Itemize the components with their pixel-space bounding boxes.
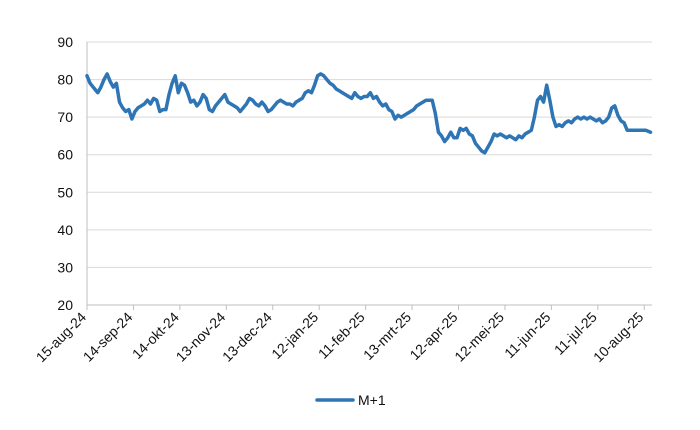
x-tick-label: 13-mrt-25 bbox=[360, 309, 414, 363]
y-tick-label: 70 bbox=[57, 109, 73, 125]
y-tick-label: 60 bbox=[57, 147, 73, 163]
y-tick-label: 80 bbox=[57, 72, 73, 88]
x-tick-label: 13-nov-24 bbox=[173, 309, 229, 365]
legend: M+1 bbox=[315, 392, 386, 408]
x-tick-label: 11-jun-25 bbox=[501, 309, 554, 362]
legend-label-m1: M+1 bbox=[358, 392, 386, 408]
y-tick-label: 40 bbox=[57, 222, 73, 238]
x-tick-label: 14-sep-24 bbox=[80, 309, 136, 365]
x-tick-label: 10-aug-25 bbox=[590, 309, 647, 366]
axes bbox=[86, 42, 652, 306]
y-tick-label: 30 bbox=[57, 259, 73, 275]
x-tick-label: 15-aug-24 bbox=[33, 309, 90, 366]
y-tick-label: 50 bbox=[57, 184, 73, 200]
series-layer bbox=[85, 72, 653, 155]
x-tick-label: 12-mei-25 bbox=[451, 309, 507, 365]
x-axis-ticks: 15-aug-2414-sep-2414-okt-2413-nov-2413-d… bbox=[33, 305, 647, 365]
x-tick-label: 13-dec-24 bbox=[219, 309, 275, 365]
series-line-m1 bbox=[85, 72, 653, 155]
y-tick-label: 20 bbox=[57, 297, 73, 313]
y-axis-ticks: 20 30 40 50 60 70 80 90 bbox=[57, 34, 73, 313]
x-tick-label: 11-feb-25 bbox=[315, 309, 368, 362]
y-tick-label: 90 bbox=[57, 34, 73, 50]
gridlines bbox=[87, 41, 652, 306]
x-tick-label: 12-jan-25 bbox=[268, 309, 321, 362]
